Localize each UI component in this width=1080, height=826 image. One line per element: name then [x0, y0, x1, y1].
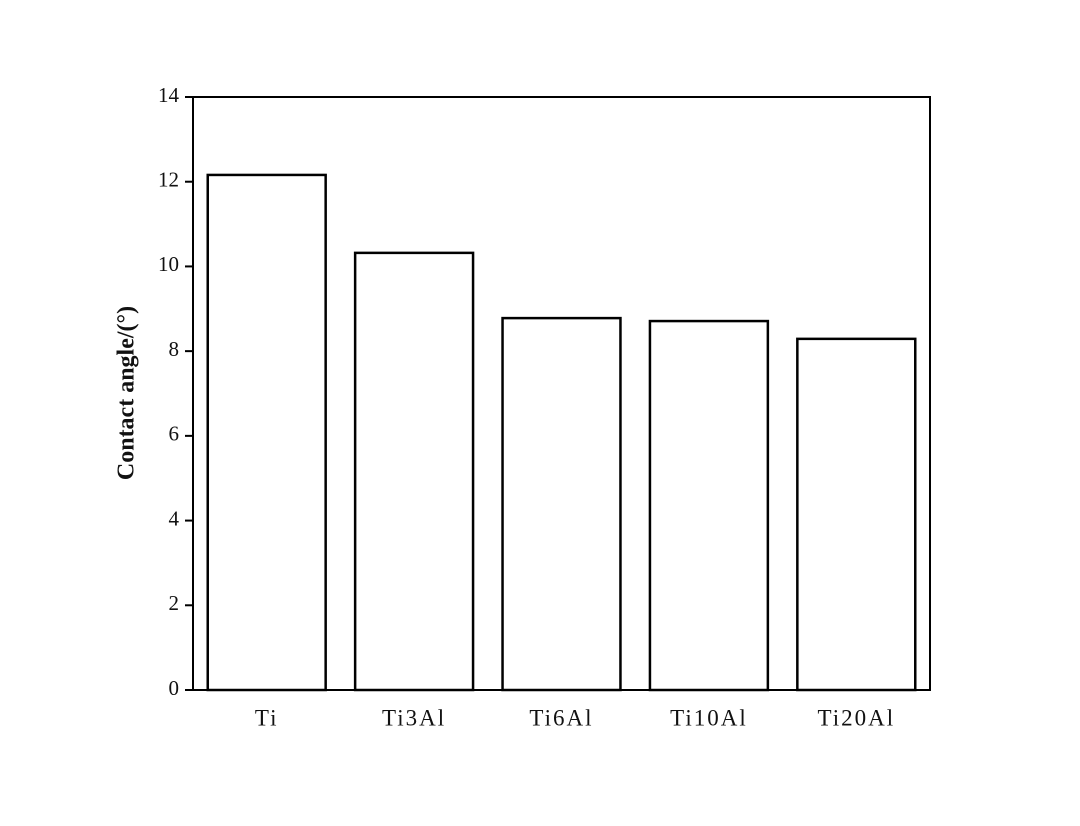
y-axis-label: Contact angle/(°) — [114, 306, 140, 480]
bar — [206, 173, 327, 692]
y-tick-label: 6 — [169, 422, 180, 446]
y-tick-label: 12 — [158, 168, 179, 192]
bar — [796, 337, 917, 692]
x-tick-label: Ti — [255, 705, 279, 730]
plot-frame — [192, 96, 931, 691]
x-tick-label: Ti3Al — [382, 705, 446, 730]
y-tick-label: 10 — [158, 252, 179, 276]
x-tick-label: Ti10Al — [670, 705, 748, 730]
y-tick-label: 2 — [169, 591, 180, 615]
y-tick-label: 14 — [158, 83, 180, 107]
x-tick-label: Ti20Al — [817, 705, 895, 730]
bar — [353, 251, 475, 692]
x-tick-label: Ti6Al — [529, 705, 593, 730]
y-tick-label: 4 — [169, 506, 180, 530]
bar — [501, 316, 622, 692]
y-tick-label: 8 — [169, 337, 180, 361]
bar — [648, 319, 770, 692]
y-tick-label: 0 — [169, 676, 180, 700]
